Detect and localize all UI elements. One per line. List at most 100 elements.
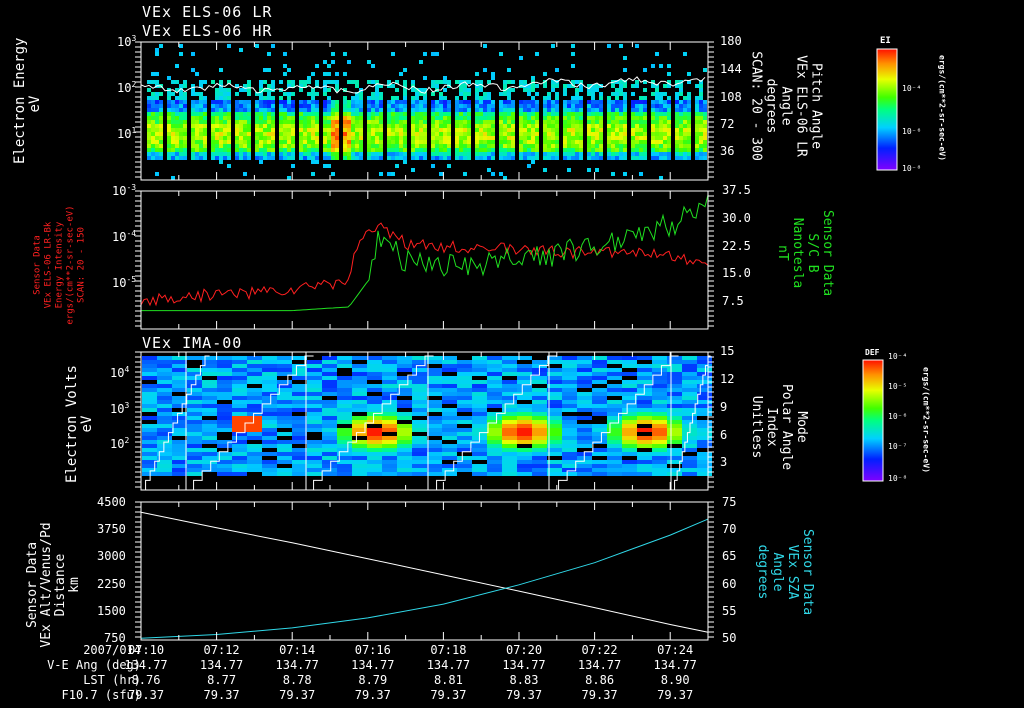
p3-rtick: 15: [720, 344, 735, 358]
p4-ytick: 3750: [97, 522, 126, 536]
footer-cell-f107: 79.37: [127, 688, 165, 702]
p3-ylabel: Electron Volts eV: [64, 365, 95, 484]
footer-cell-lst: 8.81: [433, 673, 463, 687]
cbar-ei-title: EI: [880, 36, 891, 46]
p1-ytick-1000: 103: [117, 34, 137, 49]
footer-cell-f107: 79.37: [354, 688, 391, 702]
p2-rtick: 22.5: [722, 239, 751, 253]
p2-ytick: 10-4: [112, 229, 137, 244]
p2-rtick: 37.5: [722, 183, 751, 197]
els-spectrogram: [147, 44, 707, 180]
footer-cell-ve: 134.77: [351, 658, 395, 672]
p1-rtick-72: 72: [720, 117, 735, 131]
p2-rtick: 7.5: [722, 294, 744, 308]
footer-cell-time: 07:16: [354, 643, 391, 657]
colorbar-ei: [876, 48, 898, 171]
footer-cell-ve: 134.77: [502, 658, 546, 672]
footer-cell-lst: 8.83: [509, 673, 539, 687]
footer-cell-time: 07:10: [127, 643, 165, 657]
p2-rlabel: Sensor Data S/C B Nanotesla nT: [775, 209, 835, 297]
cbar-def-tick: 10⁻⁴: [888, 352, 908, 361]
footer-cell-lst: 8.76: [131, 673, 161, 687]
title-ima: VEx IMA-00: [142, 334, 243, 352]
p3-rtick: 9: [720, 400, 728, 414]
p1-rtick-180: 180: [720, 34, 742, 48]
footer-cell-lst: 8.86: [585, 673, 615, 687]
footer-cell-lst: 8.79: [358, 673, 388, 687]
p4-rlabel: Sensor Data VEx SZA Angle degrees: [755, 528, 815, 616]
footer-cell-ve: 134.77: [124, 658, 168, 672]
footer-label-lst: LST (hr): [83, 673, 141, 687]
footer-cell-time: 07:12: [203, 643, 240, 657]
p4-rtick: 55: [722, 604, 737, 618]
p4-rtick: 50: [722, 631, 737, 645]
p2-ytick: 10-3: [112, 183, 137, 198]
cbar-def-tick: 10⁻⁶: [888, 412, 908, 421]
p2-rtick: 15.0: [722, 266, 751, 280]
ima-spectrogram: [142, 356, 712, 476]
p3-ytick: 103: [110, 401, 130, 416]
footer-cell-time: 07:14: [279, 643, 316, 657]
footer-cell-f107: 79.37: [203, 688, 240, 702]
footer-cell-lst: 8.77: [207, 673, 237, 687]
footer-cell-time: 07:24: [657, 643, 694, 657]
cbar-def-tick: 10⁻⁵: [888, 382, 908, 391]
footer-cell-f107: 79.37: [657, 688, 694, 702]
cbar-ei-tick: 10⁻⁴: [902, 84, 922, 93]
footer-cell-f107: 79.37: [279, 688, 316, 702]
cbar-def-tick: 10⁻⁷: [888, 442, 908, 451]
title-els-lr: VEx ELS-06 LR: [142, 3, 273, 21]
p1-ylabel: Electron Energy eV: [12, 37, 43, 164]
footer-cell-f107: 79.37: [505, 688, 543, 702]
p3-ytick: 104: [110, 365, 130, 380]
p4-rtick: 70: [722, 522, 737, 536]
footer-cell-ve: 134.77: [199, 658, 244, 672]
p4-rtick: 60: [722, 577, 737, 591]
footer-label-f107: F10.7 (sfu): [61, 688, 141, 702]
p3-rtick: 12: [720, 372, 735, 386]
axes-frames: [135, 41, 714, 641]
footer-label-ve: V-E Ang (deg): [47, 658, 141, 672]
p2-ytick: 10-5: [112, 275, 137, 290]
p3-rtick: 3: [720, 455, 728, 469]
footer-cell-ve: 134.77: [577, 658, 622, 672]
p1-rlabel: Pitch Angle VEx ELS-06 LR Angle degrees …: [748, 51, 824, 161]
p4-ytick: 2250: [97, 577, 126, 591]
p4-rtick: 75: [722, 495, 737, 509]
footer-label-date: 2007/014: [83, 643, 141, 657]
footer-cell-ve: 134.77: [275, 658, 319, 672]
p1-rtick-36: 36: [720, 144, 735, 158]
footer-cell-time: 07:22: [581, 643, 618, 657]
cbar-ei-tick: 10⁻⁶: [902, 127, 922, 136]
p4-ytick: 1500: [97, 604, 126, 618]
footer-cell-f107: 79.37: [430, 688, 467, 702]
footer-cell-time: 07:20: [505, 643, 543, 657]
p4-rtick: 65: [722, 549, 737, 563]
footer-cell-time: 07:18: [430, 643, 467, 657]
p3-ytick: 102: [110, 436, 130, 451]
colorbar-def: [862, 359, 884, 482]
cbar-def-tick: 10⁻⁸: [888, 474, 908, 483]
footer-cell-ve: 134.77: [426, 658, 471, 672]
footer-cell-lst: 8.78: [282, 673, 312, 687]
p3-rlabel: Mode Polar Angle Index Unitless: [749, 383, 809, 471]
footer-cell-ve: 134.77: [653, 658, 697, 672]
cbar-def-units: ergs/(cm**2-sr-sec-eV): [921, 367, 931, 473]
p1-rtick-144: 144: [720, 62, 742, 76]
p1-ytick-100: 102: [117, 80, 137, 95]
footer-cell-lst: 8.90: [660, 673, 690, 687]
p2-ylabel: Sensor Data VEx ELS-06 LR-Bk Energy Inte…: [32, 205, 87, 325]
p4-ytick: 4500: [97, 495, 126, 509]
cbar-ei-tick: 10⁻⁸: [902, 164, 922, 173]
cbar-def-title: DEF: [865, 348, 880, 357]
p4-ytick: 3000: [97, 549, 126, 563]
p4-ylabel: Sensor Data VEx Alt/Venus/Pd Distance km: [25, 522, 82, 648]
p1-ytick-10: 101: [117, 126, 137, 141]
line-traces: [140, 76, 711, 639]
footer-cell-f107: 79.37: [581, 688, 618, 702]
p4-ytick: 750: [104, 631, 126, 645]
p3-rtick: 6: [720, 428, 728, 442]
cbar-ei-units: ergs/(cm**2-sr-sec-eV): [937, 55, 947, 161]
title-els-hr: VEx ELS-06 HR: [142, 22, 273, 40]
